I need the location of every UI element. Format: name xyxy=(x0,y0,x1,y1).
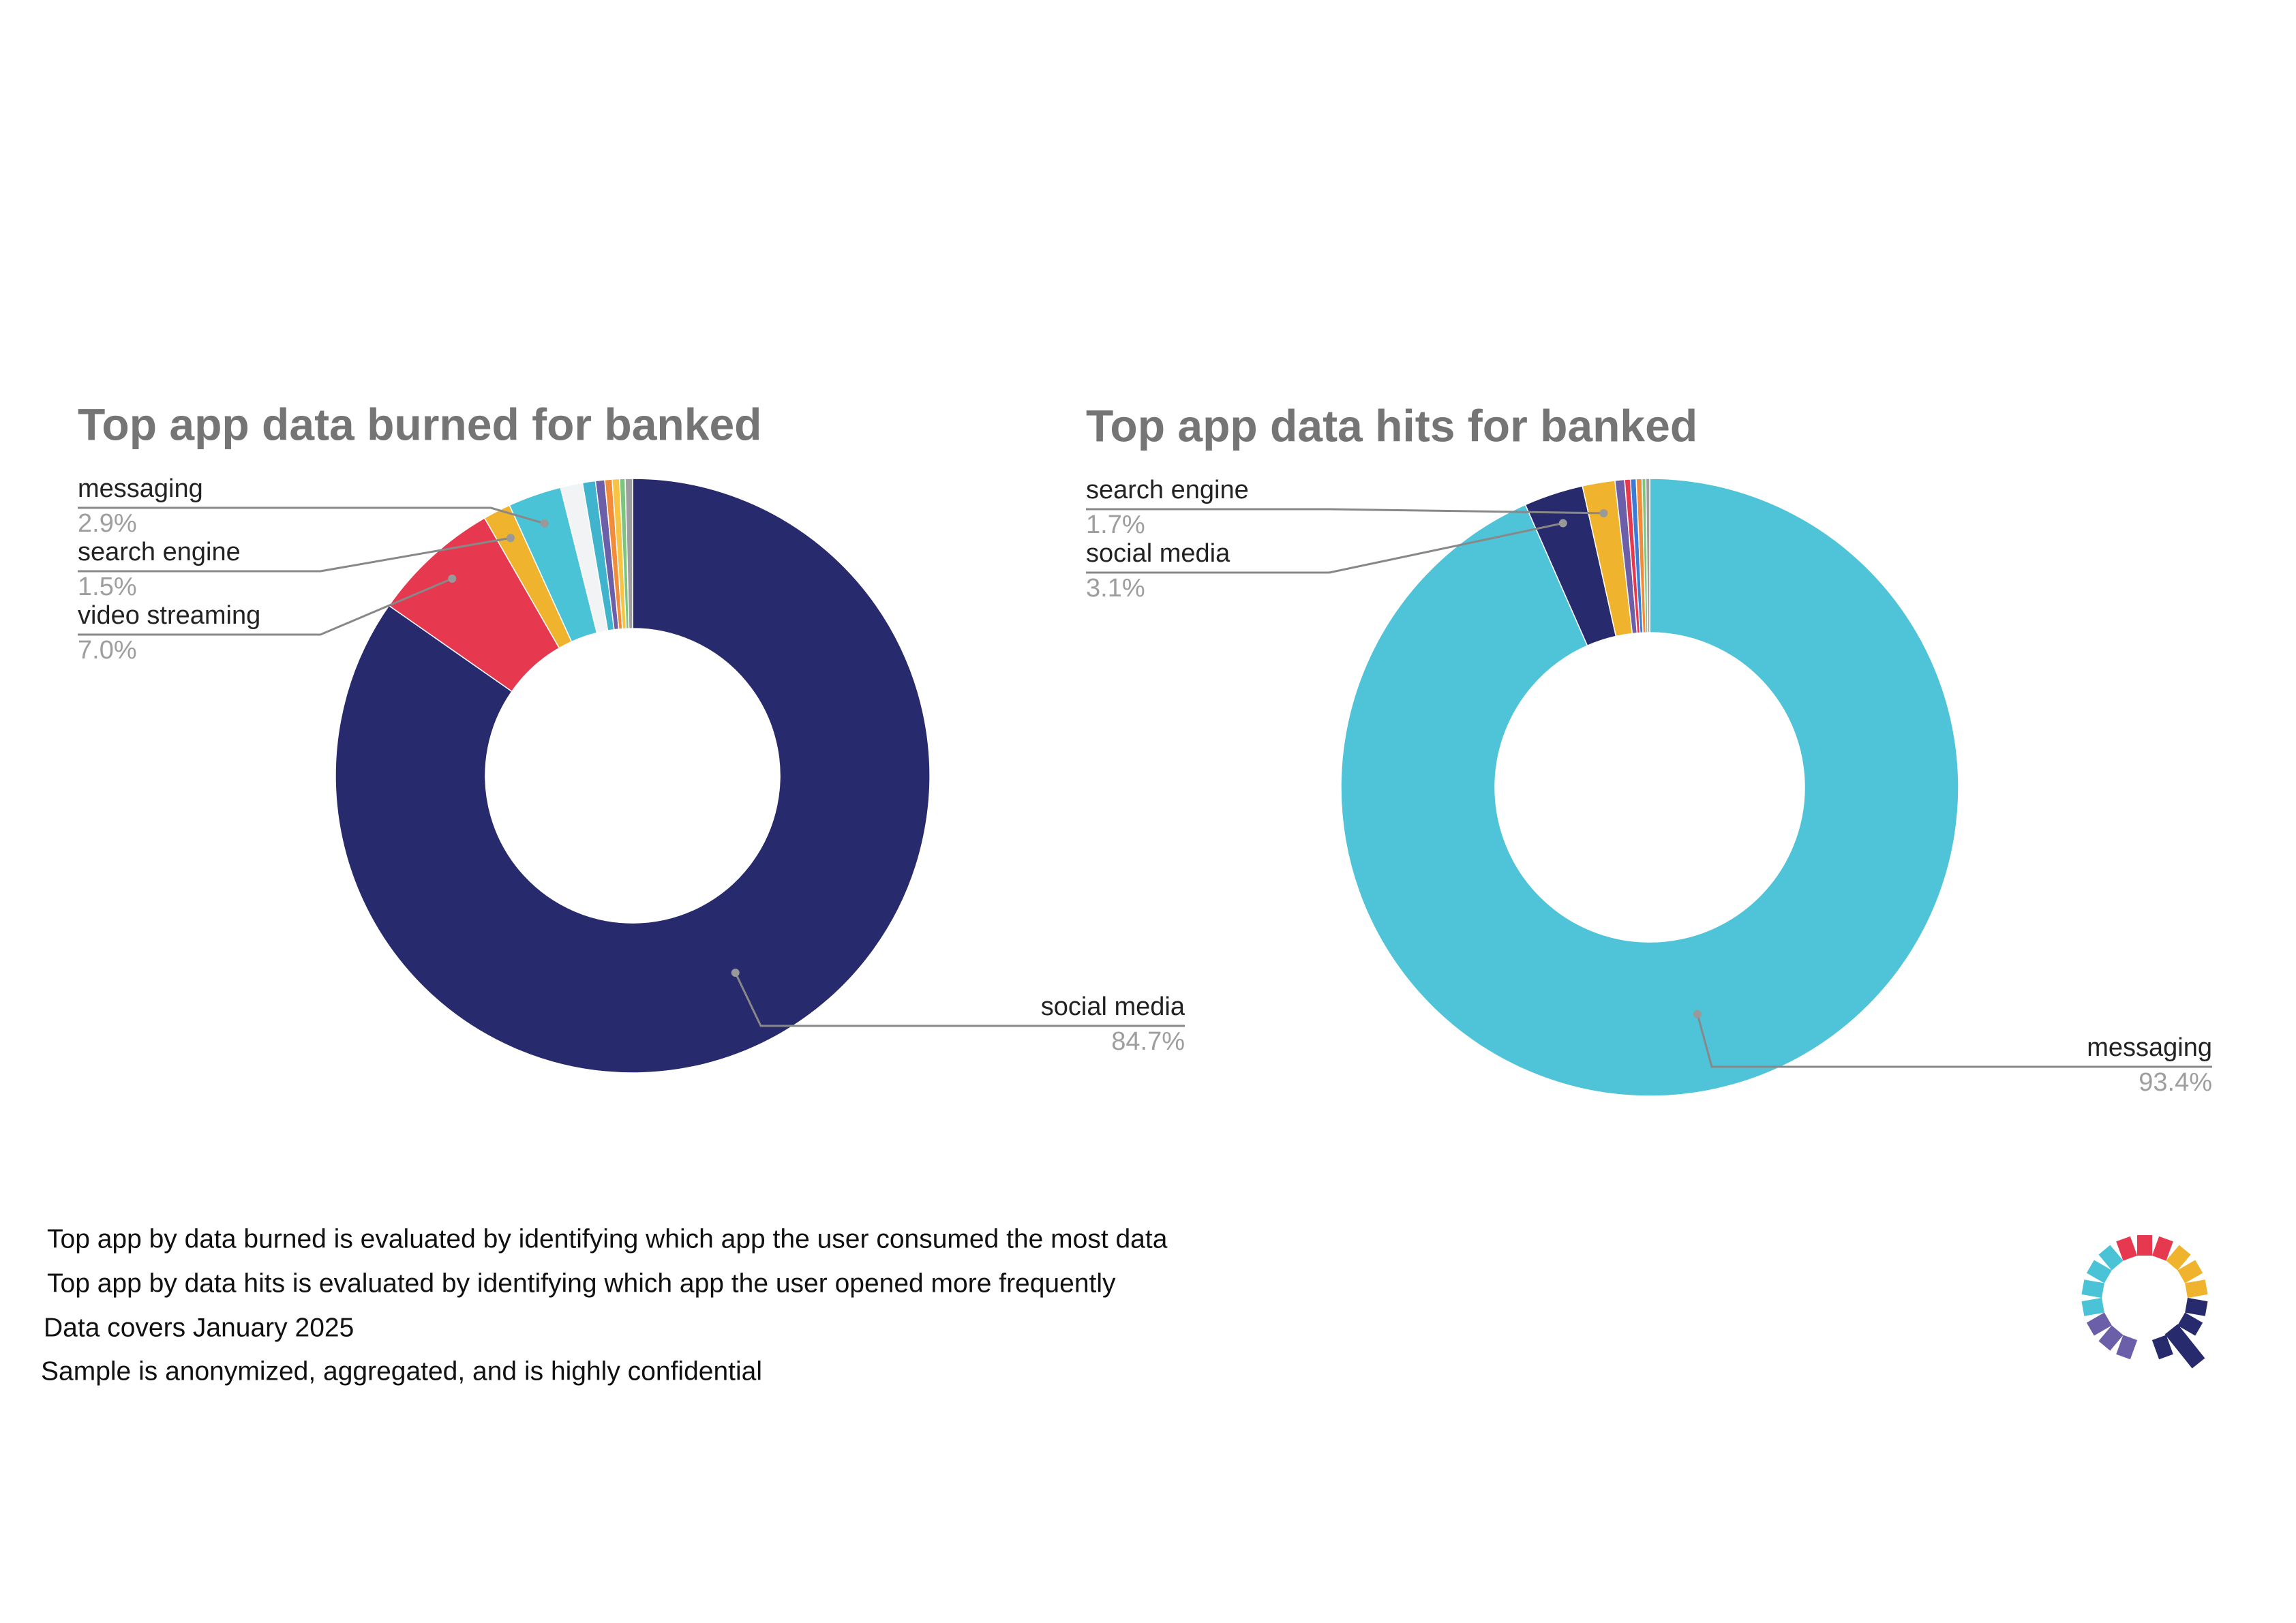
slice xyxy=(1645,478,1650,633)
chart-title: Top app data burned for banked xyxy=(78,399,761,449)
slice xyxy=(624,478,633,629)
logo-handle xyxy=(2164,1324,2205,1369)
logo-segment xyxy=(2081,1297,2104,1316)
logo-segment xyxy=(2137,1235,2152,1256)
logo-segment xyxy=(2177,1260,2203,1284)
leader-line xyxy=(78,506,545,525)
logo-segment xyxy=(2151,1335,2173,1360)
slice-label: social media xyxy=(1041,992,1185,1021)
slice-value-label: 2.9% xyxy=(78,509,137,538)
logo-segment xyxy=(2185,1297,2208,1316)
logo-segment xyxy=(2116,1335,2138,1360)
logo-segment xyxy=(2151,1236,2173,1261)
slice-value-label: 93.4% xyxy=(2139,1068,2212,1097)
leader-line xyxy=(78,536,511,573)
slice-value-label: 7.0% xyxy=(78,636,137,665)
leader-line xyxy=(1696,1014,2212,1068)
logo-segment xyxy=(2185,1279,2208,1299)
leader-dot xyxy=(540,519,549,528)
slice-label: social media xyxy=(1086,539,1230,568)
slice xyxy=(335,478,931,1074)
leader-dot xyxy=(448,574,457,583)
logo-segment xyxy=(2081,1279,2104,1299)
logo xyxy=(2081,1235,2208,1369)
note: Top app by data hits is evaluated by ide… xyxy=(47,1269,1116,1298)
leader-line xyxy=(1086,508,1604,515)
note: Data covers January 2025 xyxy=(44,1313,354,1342)
logo-segment xyxy=(2116,1236,2138,1261)
logo-segment xyxy=(2166,1245,2191,1271)
leader-line xyxy=(734,972,1185,1027)
note: Top app by data burned is evaluated by i… xyxy=(47,1224,1168,1254)
slice-label: video streaming xyxy=(78,601,260,630)
logo-segment xyxy=(2098,1245,2124,1271)
note: Sample is anonymized, aggregated, and is… xyxy=(41,1356,762,1386)
slice-value-label: 84.7% xyxy=(1111,1027,1185,1056)
leader-line xyxy=(78,577,453,636)
slice-value-label: 1.7% xyxy=(1086,511,1145,539)
leader-dot xyxy=(731,969,740,977)
slice-label: search engine xyxy=(1086,476,1249,504)
leader-dot xyxy=(1693,1010,1702,1018)
slice xyxy=(1340,478,1959,1097)
slice-value-label: 3.1% xyxy=(1086,574,1145,603)
logo-segment xyxy=(2098,1325,2124,1351)
leader-line xyxy=(1086,522,1564,574)
chart-title: Top app data hits for banked xyxy=(1086,400,1697,451)
logo-segment xyxy=(2086,1260,2112,1284)
slice-label: messaging xyxy=(78,474,203,503)
slice-label: messaging xyxy=(2087,1033,2212,1062)
leader-dot xyxy=(1599,509,1608,517)
logo-segment xyxy=(2086,1312,2112,1336)
logo-segment xyxy=(2177,1312,2203,1336)
leader-dot xyxy=(506,534,515,543)
slice-label: search engine xyxy=(78,538,241,566)
slice-value-label: 1.5% xyxy=(78,573,137,601)
leader-dot xyxy=(1558,519,1567,528)
